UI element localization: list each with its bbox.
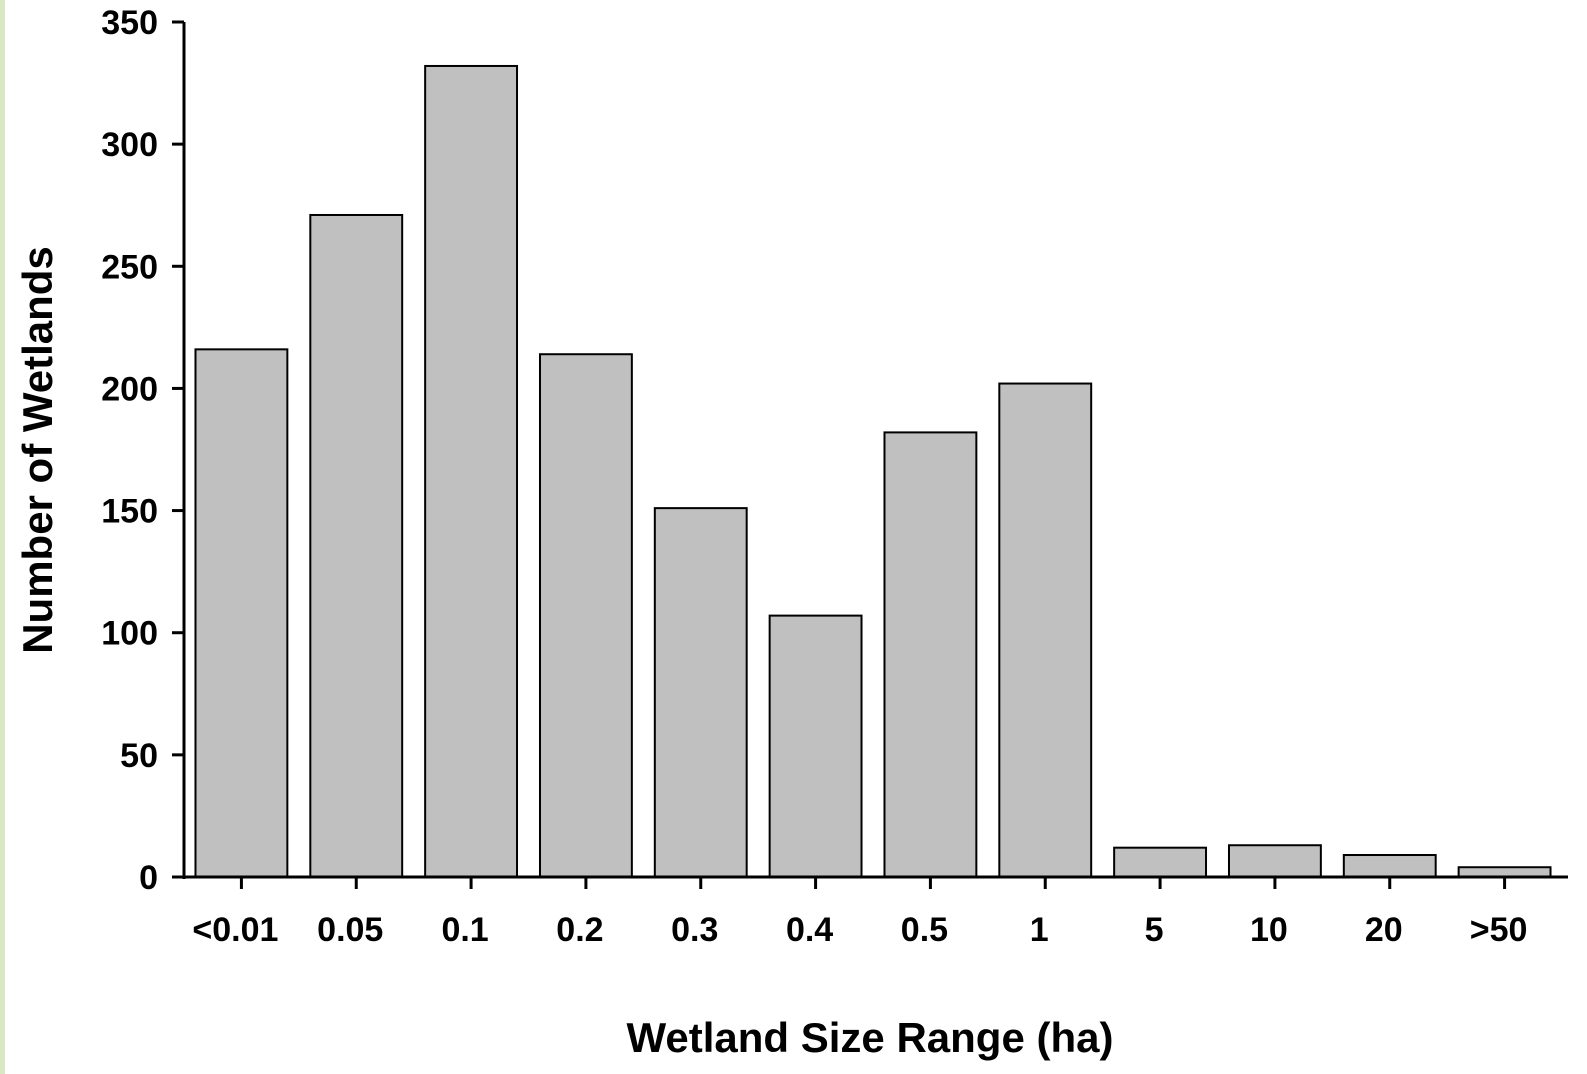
y-tick-label: 50 xyxy=(120,737,158,775)
y-tick-label: 350 xyxy=(101,4,158,42)
x-tick-label: <0.01 xyxy=(192,911,278,949)
x-tick-label: 20 xyxy=(1365,911,1403,949)
bar-5 xyxy=(1113,846,1208,879)
bar-0.1 xyxy=(424,64,519,878)
y-tick-label: 250 xyxy=(101,248,158,286)
x-tick-label: >50 xyxy=(1470,911,1528,949)
x-axis: <0.01 0.05 0.1 0.2 0.3 0.4 0.5 1 5 10 20 >50 xyxy=(174,875,1568,949)
y-tick-label: 300 xyxy=(101,126,158,164)
x-tick-label: 0.3 xyxy=(671,911,718,949)
bar-10 xyxy=(1227,844,1322,879)
y-tick-label: 150 xyxy=(101,493,158,531)
bar-0.4 xyxy=(768,614,863,878)
x-tick-label: 0.1 xyxy=(441,911,488,949)
bar-0.05 xyxy=(309,213,404,878)
y-tick-label: 200 xyxy=(101,370,158,408)
bar-<0.01 xyxy=(194,348,289,879)
x-tick-label: 10 xyxy=(1250,911,1288,949)
x-tick-label: 5 xyxy=(1145,911,1164,949)
x-tick-label: 0.2 xyxy=(556,911,603,949)
x-tick-label: 1 xyxy=(1030,911,1049,949)
bar-20 xyxy=(1342,854,1437,878)
y-axis-title: Number of Wetlands xyxy=(14,246,61,654)
x-tick-label: 0.5 xyxy=(901,911,948,949)
x-axis-title: Wetland Size Range (ha) xyxy=(627,1014,1114,1061)
x-tick-label: 0.05 xyxy=(317,911,383,949)
bar-0.3 xyxy=(653,507,748,878)
left-border-strip xyxy=(0,0,5,1074)
y-tick-label: 0 xyxy=(139,859,158,897)
bar-1 xyxy=(998,382,1093,878)
y-tick-label: 100 xyxy=(101,615,158,653)
bar-0.2 xyxy=(538,353,633,878)
x-tick-label: 0.4 xyxy=(786,911,833,949)
bar-0.5 xyxy=(883,431,978,878)
bars-group xyxy=(194,64,1552,879)
y-axis: 0 50 100 150 200 250 300 350 xyxy=(101,4,186,897)
